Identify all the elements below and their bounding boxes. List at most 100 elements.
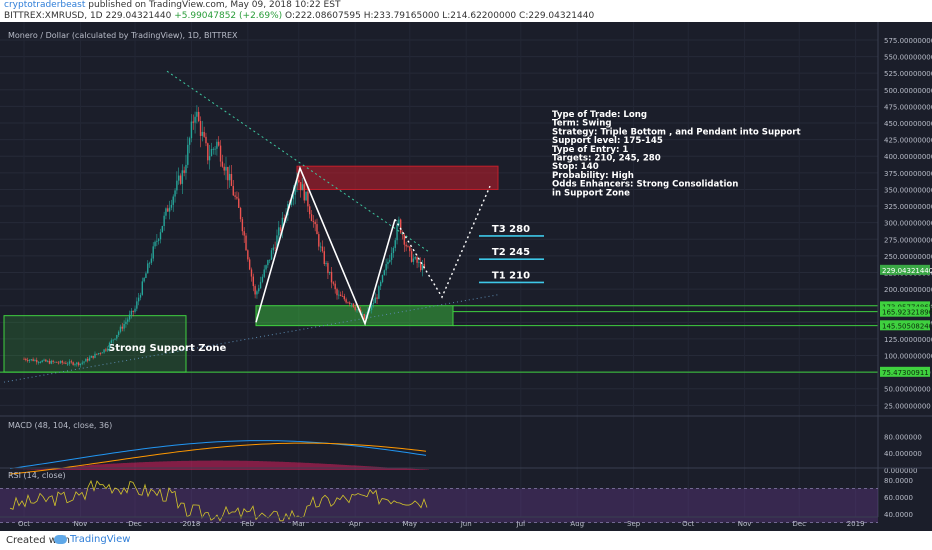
candle-body: [279, 227, 282, 231]
candle-body: [187, 144, 189, 165]
candle-body: [147, 263, 149, 274]
price-tick-label: 575.00000000: [884, 37, 932, 45]
candle-body: [39, 362, 42, 363]
candle-body: [299, 182, 302, 191]
candle-body: [349, 302, 351, 304]
candle-body: [172, 196, 174, 205]
candle-body: [50, 360, 53, 364]
price-tick-label: 125.00000000: [884, 336, 932, 344]
time-tick-label: Oct: [18, 520, 30, 528]
candle-body: [185, 164, 187, 173]
candle-body: [356, 309, 358, 311]
support-bottom-tag-bg: [880, 320, 930, 331]
candle-body: [105, 349, 107, 351]
candle-body: [392, 247, 395, 254]
candle-body: [41, 360, 43, 363]
candle-body: [57, 362, 60, 364]
candle-body: [236, 196, 238, 199]
candle-body: [23, 358, 25, 360]
candle-body: [56, 361, 58, 363]
candle-body: [309, 206, 311, 215]
candle-body: [252, 276, 254, 287]
candle-body: [152, 246, 154, 259]
support-top-tag-bg: [880, 301, 930, 312]
rsi-label: RSI (14, close): [8, 471, 66, 480]
candle-body: [207, 143, 209, 161]
candle-body: [170, 204, 173, 208]
trade-note-line: Targets: 210, 245, 280: [552, 154, 661, 164]
candle-body: [258, 288, 260, 292]
author-link[interactable]: cryptotraderbeast: [4, 0, 86, 10]
candle-body: [387, 261, 389, 265]
candle-body: [412, 258, 415, 262]
candle-body: [352, 303, 355, 308]
candle-body: [136, 301, 138, 309]
candle-body: [383, 270, 386, 276]
price-candles: [23, 105, 426, 368]
candle-body: [227, 166, 229, 181]
long-support-tag: 75.47300911: [882, 369, 929, 377]
last-price-tag-bg: [880, 264, 930, 275]
price-tick-label: 325.00000000: [884, 203, 932, 211]
candle-body: [274, 247, 276, 249]
tradingview-logo[interactable]: TradingView: [54, 534, 130, 545]
macd-tick-label: 80.000000: [884, 433, 922, 441]
footer: Created with TradingView: [0, 531, 932, 550]
price-change: +5.99047852 (+2.69%): [174, 11, 283, 21]
candle-body: [219, 145, 222, 162]
candle-body: [343, 296, 345, 300]
candle-body: [46, 360, 49, 362]
candle-body: [116, 334, 118, 339]
candle-body: [97, 353, 100, 355]
candle-body: [228, 173, 231, 181]
candle-body: [354, 307, 356, 310]
candle-body: [36, 360, 38, 363]
chart-area[interactable]: Strong Support Zone T3 280 T2 245 T1 210 Ty…: [0, 22, 932, 531]
candle-body: [390, 253, 393, 260]
time-tick-label: Jul: [516, 520, 526, 528]
candle-body: [341, 296, 344, 297]
candle-body: [350, 303, 353, 305]
time-tick-label: 2018: [183, 520, 201, 528]
candle-body: [132, 310, 134, 312]
candle-body: [143, 277, 145, 282]
candle-body: [272, 247, 275, 251]
candle-body: [381, 275, 384, 282]
candle-body: [199, 121, 202, 136]
candle-body: [336, 289, 338, 296]
candle-body: [81, 362, 83, 364]
rsi-tick-label: 40.0000: [884, 511, 913, 519]
trade-note-line: Stop: 140: [552, 162, 599, 172]
candle-body: [307, 191, 309, 207]
candle-body: [154, 241, 156, 247]
price-axis[interactable]: 575.00000000 550.00000000 525.00000000 500.…: [877, 22, 932, 531]
candle-body: [223, 166, 225, 171]
candle-body: [216, 141, 218, 149]
zones: Strong Support Zone: [0, 165, 878, 373]
chart-title: Monero / Dollar (calculated by TradingVi…: [8, 31, 238, 40]
strong-support-zone: [3, 315, 187, 373]
ohlc-open: O:222.08607595: [285, 11, 361, 21]
chart-svg[interactable]: Strong Support Zone T3 280 T2 245 T1 210 Ty…: [0, 22, 932, 531]
support-zone-box: [255, 305, 454, 327]
candle-body: [319, 246, 322, 248]
time-tick-label: Aug: [570, 520, 584, 528]
candle-body: [416, 257, 418, 263]
candle-body: [305, 191, 307, 201]
candle-body: [420, 262, 422, 271]
time-tick-label: Sep: [627, 520, 641, 528]
candle-body: [148, 262, 151, 264]
candle-body: [201, 131, 204, 136]
resistance-zone-box: [296, 165, 499, 190]
candle-body: [94, 353, 96, 358]
candle-body: [407, 246, 409, 248]
time-tick-label: Oct: [682, 520, 694, 528]
trade-note-line: Support level: 175-145: [552, 136, 663, 146]
time-axis[interactable]: Oct Nov Dec 2018 Feb Mar Apr May Jun Jul Aug Sep Oct…: [0, 516, 878, 528]
time-tick-label: Dec: [128, 520, 142, 528]
candle-body: [52, 360, 54, 362]
trade-note-line: Type of Entry: 1: [552, 145, 628, 155]
candle-body: [238, 198, 240, 208]
candle-body: [363, 314, 366, 320]
candle-body: [96, 353, 98, 355]
